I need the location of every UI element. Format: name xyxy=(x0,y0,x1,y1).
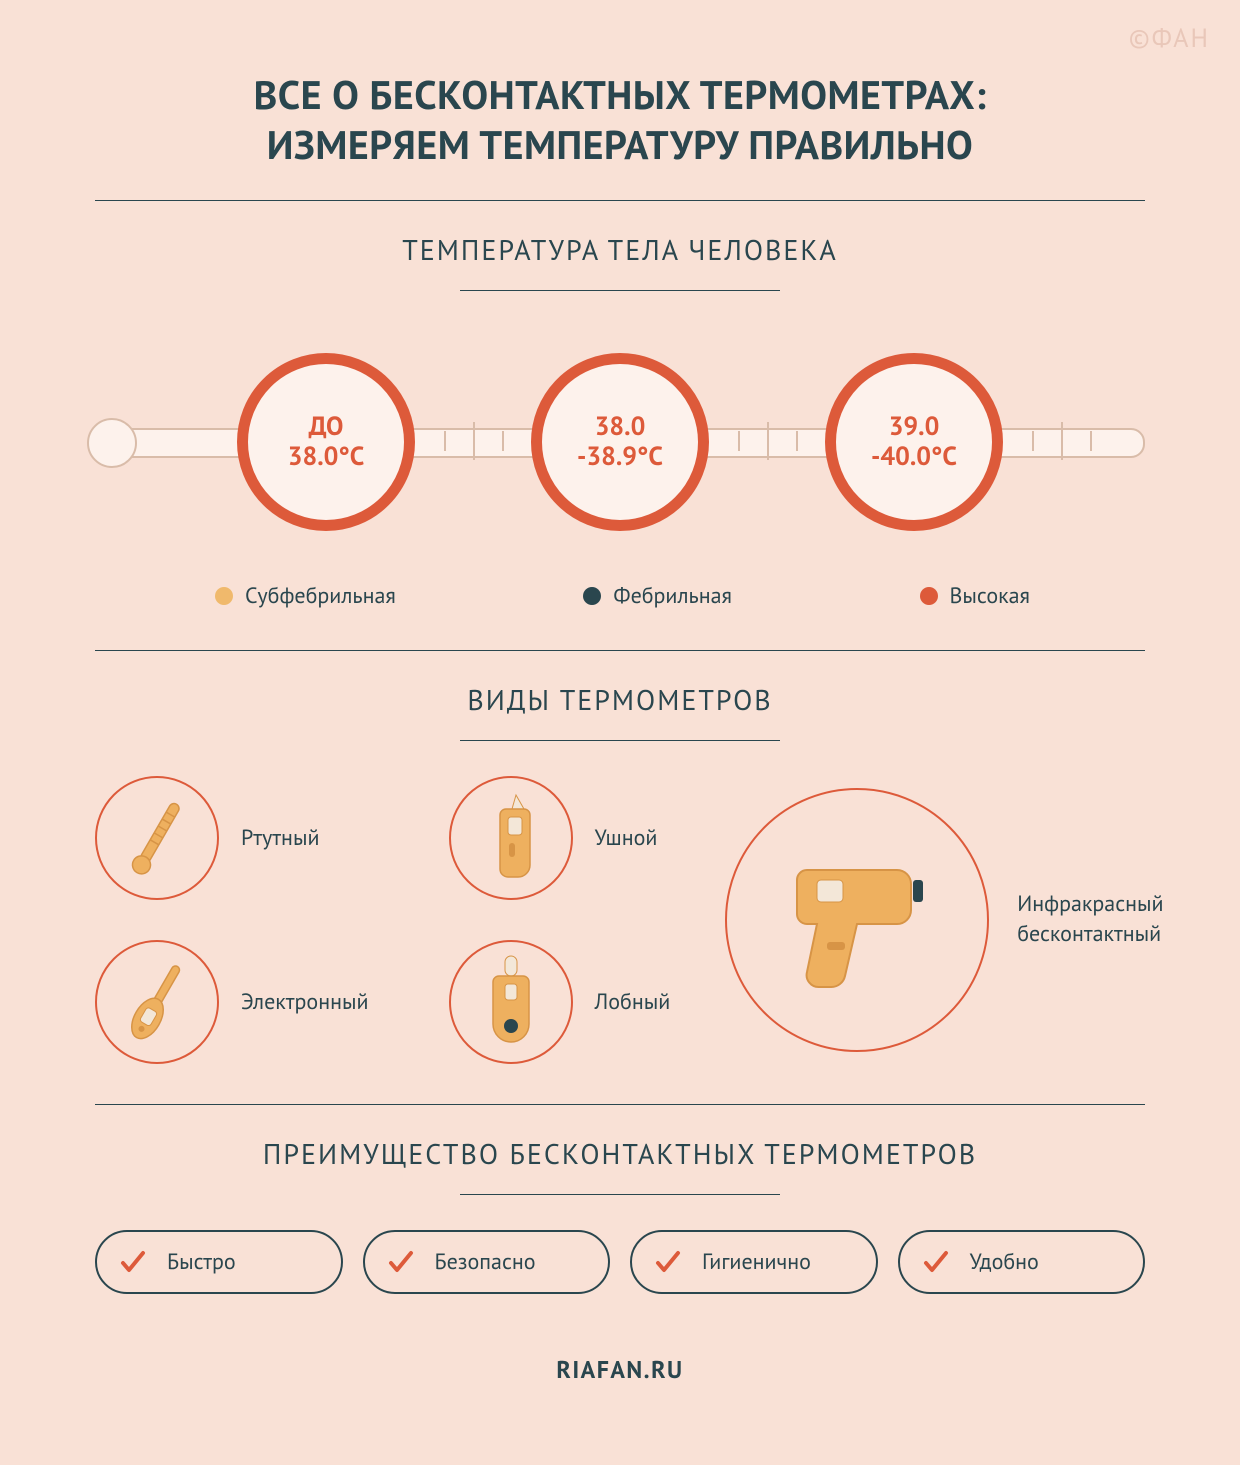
advantage-label: Быстро xyxy=(167,1248,236,1276)
checkmark-icon xyxy=(119,1248,147,1276)
temp-range-2-line1: 38.0 xyxy=(595,412,646,442)
type-label: Электронный xyxy=(241,988,369,1016)
legend-label-3: Высокая xyxy=(950,582,1030,610)
advantage-label: Гигиенично xyxy=(702,1248,811,1276)
title-line-2: ИЗМЕРЯЕМ ТЕМПЕРАТУРУ ПРАВИЛЬНО xyxy=(267,119,974,171)
legend-item-1: Субфебрильная xyxy=(215,582,396,610)
temp-range-2-line2: -38.9°C xyxy=(577,442,663,472)
forehead-thermometer-icon xyxy=(449,940,573,1064)
type-label-big: Инфракрасный бесконтактный xyxy=(1017,890,1163,949)
legend-label-2: Фебрильная xyxy=(613,582,732,610)
divider-short xyxy=(460,1194,780,1195)
advantage-label: Удобно xyxy=(970,1248,1039,1276)
thermometer-scale: ДО 38.0°C 38.0 -38.9°C 39.0 -40.0°C xyxy=(95,336,1145,546)
advantage-label: Безопасно xyxy=(435,1248,536,1276)
type-mercury: Ртутный xyxy=(95,776,369,900)
divider-short xyxy=(460,740,780,741)
temp-range-3: 39.0 -40.0°C xyxy=(825,353,1003,531)
infrared-thermometer-icon xyxy=(725,788,989,1052)
temp-range-3-line2: -40.0°C xyxy=(871,442,957,472)
section-title-types: ВИДЫ ТЕРМОМЕТРОВ xyxy=(95,681,1145,718)
advantages-row: Быстро Безопасно Гигиенично Удобно xyxy=(95,1230,1145,1294)
divider xyxy=(95,1104,1145,1105)
main-title: ВСЕ О БЕСКОНТАКТНЫХ ТЕРМОМЕТРАХ: ИЗМЕРЯЕ… xyxy=(95,70,1145,170)
watermark: ©ФАН xyxy=(1129,22,1210,55)
section-title-advantages: ПРЕИМУЩЕСТВО БЕСКОНТАКТНЫХ ТЕРМОМЕТРОВ xyxy=(95,1135,1145,1172)
divider-short xyxy=(460,290,780,291)
title-line-1: ВСЕ О БЕСКОНТАКТНЫХ ТЕРМОМЕТРАХ: xyxy=(254,69,987,121)
type-label: Ушной xyxy=(595,824,658,852)
checkmark-icon xyxy=(922,1248,950,1276)
divider xyxy=(95,200,1145,201)
temp-range-1: ДО 38.0°C xyxy=(237,353,415,531)
type-label: Лобный xyxy=(595,988,671,1016)
type-label: Ртутный xyxy=(241,824,319,852)
type-forehead: Лобный xyxy=(449,940,671,1064)
mercury-thermometer-icon xyxy=(95,776,219,900)
legend-dot-2 xyxy=(583,587,601,605)
type-electronic: Электронный xyxy=(95,940,369,1064)
footer-source: RIAFAN.RU xyxy=(95,1354,1145,1385)
thermometer-types: Ртутный Ушной xyxy=(95,776,1145,1064)
electronic-thermometer-icon xyxy=(95,940,219,1064)
checkmark-icon xyxy=(654,1248,682,1276)
legend-label-1: Субфебрильная xyxy=(245,582,396,610)
legend-item-2: Фебрильная xyxy=(583,582,732,610)
temp-range-1-line2: 38.0°C xyxy=(288,442,365,472)
legend-dot-3 xyxy=(920,587,938,605)
checkmark-icon xyxy=(387,1248,415,1276)
legend-item-3: Высокая xyxy=(920,582,1030,610)
type-ear: Ушной xyxy=(449,776,671,900)
divider xyxy=(95,650,1145,651)
advantage-1: Быстро xyxy=(95,1230,343,1294)
legend-dot-1 xyxy=(215,587,233,605)
temp-range-1-line1: ДО xyxy=(309,412,344,442)
advantage-2: Безопасно xyxy=(363,1230,611,1294)
thermometer-bulb xyxy=(87,418,137,468)
advantage-4: Удобно xyxy=(898,1230,1146,1294)
ear-thermometer-icon xyxy=(449,776,573,900)
temp-range-2: 38.0 -38.9°C xyxy=(531,353,709,531)
temperature-legend: Субфебрильная Фебрильная Высокая xyxy=(95,582,1145,610)
section-title-temperature: ТЕМПЕРАТУРА ТЕЛА ЧЕЛОВЕКА xyxy=(95,231,1145,268)
advantage-3: Гигиенично xyxy=(630,1230,878,1294)
temp-range-3-line1: 39.0 xyxy=(889,412,940,442)
